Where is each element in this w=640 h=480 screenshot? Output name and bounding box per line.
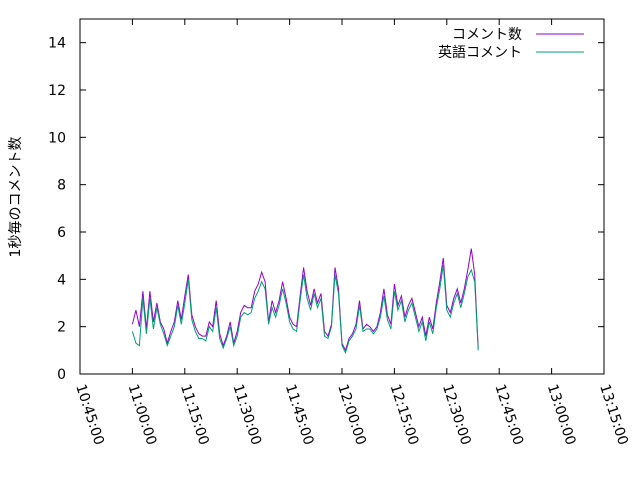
x-tick-label: 11:00:00: [125, 382, 160, 447]
x-tick-label: 12:15:00: [387, 382, 422, 447]
x-tick-label: 12:30:00: [439, 382, 474, 447]
y-tick-label: 14: [48, 36, 66, 52]
series-layer: [131, 248, 479, 355]
legend-label: 英語コメント: [438, 44, 522, 61]
series-line-1: [131, 248, 479, 352]
y-tick-label: 4: [57, 272, 66, 288]
y-axis: 0 2 4 6 8 10 12 14: [48, 36, 604, 383]
y-tick-label: 10: [48, 130, 66, 146]
y-tick-label: 8: [57, 178, 66, 194]
y-tick-label: 2: [57, 320, 66, 336]
plot-frame: [79, 18, 605, 375]
legend-label: コメント数: [452, 27, 522, 43]
y-axis-label: 1秒毎のコメント数: [8, 137, 24, 258]
y-tick-label: 12: [48, 83, 66, 99]
x-tick-label: 11:15:00: [177, 382, 212, 447]
x-tick-label: 10:45:00: [72, 382, 107, 447]
x-tick-label: 13:00:00: [544, 382, 579, 447]
x-axis: 10:45:00 11:00:00 11:15:00 11:30:00 11:45:00…: [72, 19, 631, 447]
y-tick-label: 6: [57, 225, 66, 241]
y-tick-label: 0: [57, 367, 66, 383]
x-tick-label: 13:15:00: [596, 382, 631, 447]
series-line-2: [131, 265, 479, 355]
x-tick-label: 12:45:00: [491, 382, 526, 447]
x-tick-label: 11:30:00: [229, 382, 264, 447]
x-tick-label: 12:00:00: [334, 382, 369, 447]
x-tick-label: 11:45:00: [282, 382, 317, 447]
